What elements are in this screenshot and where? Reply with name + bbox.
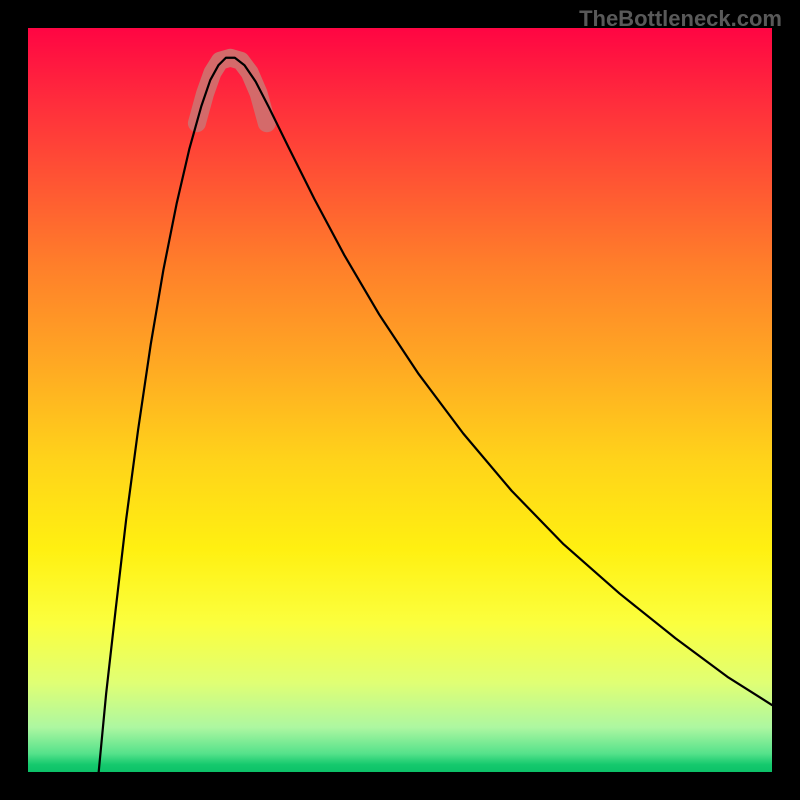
curve-line bbox=[99, 58, 772, 772]
watermark-text: TheBottleneck.com bbox=[579, 6, 782, 32]
bottleneck-v-curve bbox=[28, 28, 772, 772]
chart-plot-area bbox=[28, 28, 772, 772]
